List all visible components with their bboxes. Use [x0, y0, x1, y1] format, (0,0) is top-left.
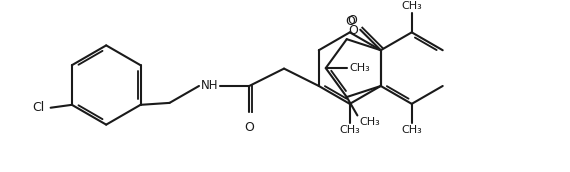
- Text: CH₃: CH₃: [401, 1, 422, 11]
- Text: CH₃: CH₃: [339, 125, 360, 135]
- Text: CH₃: CH₃: [359, 117, 380, 127]
- Text: CH₃: CH₃: [349, 63, 370, 73]
- Text: O: O: [348, 14, 357, 27]
- Text: O: O: [245, 121, 254, 134]
- Text: NH: NH: [201, 79, 218, 93]
- Text: O: O: [345, 14, 355, 28]
- Text: Cl: Cl: [32, 101, 45, 114]
- Text: CH₃: CH₃: [401, 125, 422, 135]
- Text: O: O: [349, 24, 359, 37]
